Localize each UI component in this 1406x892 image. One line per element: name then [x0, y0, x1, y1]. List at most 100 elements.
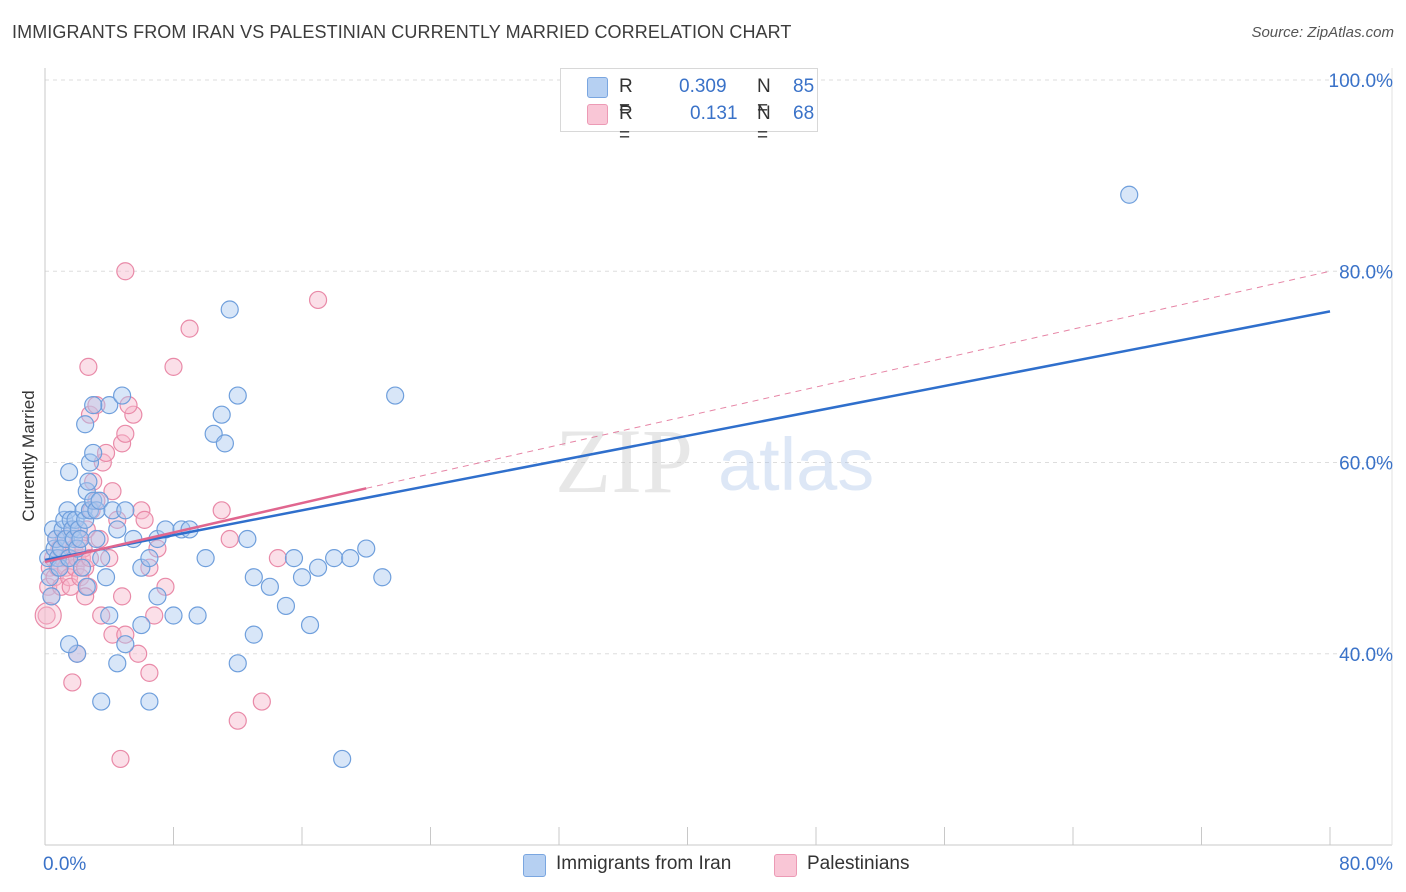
watermark-zip: ZIP — [555, 410, 693, 512]
iran-point — [59, 635, 79, 654]
iran-point — [87, 501, 106, 520]
legend-swatch-iran — [587, 77, 608, 98]
iran-point — [64, 529, 84, 549]
iran-point — [276, 596, 296, 616]
iran-point — [96, 568, 116, 587]
iran-point — [244, 625, 263, 644]
y-axis-label: Currently Married — [19, 390, 38, 521]
palestinian-point — [164, 357, 183, 376]
iran-point — [116, 501, 135, 520]
iran-point — [87, 529, 106, 549]
iran-point — [308, 558, 328, 577]
palestinian-point — [96, 443, 116, 463]
palestinian-point — [112, 434, 132, 453]
bottom-legend-swatch-iran — [523, 854, 546, 877]
iran-point — [100, 396, 119, 415]
iran-point — [92, 549, 111, 568]
palestinian-point — [79, 357, 98, 376]
iran-point — [196, 549, 215, 568]
x-tick-label: 80.0% — [1339, 854, 1393, 875]
iran-point — [103, 501, 122, 520]
iran-point — [132, 615, 151, 635]
bottom-legend-label-iran: Immigrants from Iran — [556, 853, 732, 874]
palestinian-point — [129, 644, 148, 663]
watermark: ZIP atlas — [555, 410, 874, 512]
iran-point — [84, 443, 103, 463]
iran-point — [386, 386, 405, 405]
iran-point — [357, 539, 376, 558]
iran-point — [76, 415, 95, 434]
y-tick-label: 80.0% — [1339, 262, 1393, 283]
iran-point — [100, 606, 119, 625]
legend-n-value: 85 — [793, 76, 815, 97]
iran-point — [80, 501, 100, 520]
iran-point — [140, 692, 159, 711]
palestinian-point — [37, 606, 56, 625]
iran-point — [80, 453, 100, 472]
palestinian-point — [103, 482, 122, 501]
palestinian-point — [212, 501, 231, 520]
palestinian-point — [252, 692, 271, 711]
iran-trend-line — [44, 310, 1331, 562]
iran-point — [188, 606, 207, 625]
legend-n-label: N = — [757, 76, 771, 119]
iran-point — [244, 568, 263, 587]
iran-point — [215, 434, 234, 453]
legend-swatch-palestinians — [587, 104, 608, 125]
iran-point — [1120, 185, 1139, 204]
iran-point — [84, 396, 103, 415]
y-tick-label: 60.0% — [1339, 454, 1393, 475]
iran-point — [108, 654, 127, 673]
palestinian-point — [34, 601, 62, 630]
iran-point — [238, 529, 257, 549]
bottom-legend-swatch-palestinians — [774, 854, 797, 877]
iran-point — [59, 462, 79, 482]
iran-point — [260, 577, 279, 596]
palestinian-point — [93, 453, 112, 472]
iran-point — [212, 405, 231, 424]
stats-legend: R = 0.309 N = 85 R = 0.131 N = 68 — [560, 68, 818, 146]
iran-point — [300, 615, 320, 635]
palestinian-trend-line — [44, 487, 367, 564]
palestinian-point — [145, 606, 164, 625]
palestinian-point — [135, 510, 154, 529]
legend-n-label: N = — [757, 103, 771, 146]
palestinian-point — [116, 262, 135, 281]
iran-point — [148, 587, 167, 606]
legend-n-value: 68 — [793, 103, 815, 124]
iran-point — [72, 558, 92, 577]
x-tick-label: 0.0% — [43, 854, 86, 875]
palestinian-point — [268, 549, 288, 568]
palestinian-point — [116, 424, 135, 443]
iran-point — [292, 568, 312, 587]
y-tick-label: 40.0% — [1339, 645, 1393, 666]
trend-lines — [44, 270, 1331, 564]
iran-point — [220, 300, 239, 319]
chart-title: IMMIGRANTS FROM IRAN VS PALESTINIAN CURR… — [12, 22, 792, 42]
source-label: Source: ZipAtlas.com — [1251, 24, 1394, 41]
palestinian-point — [308, 290, 328, 310]
palestinian-point — [124, 405, 143, 424]
iran-point — [90, 491, 109, 510]
iran-point — [77, 577, 96, 596]
palestinian-point — [103, 625, 122, 644]
iran-point — [92, 692, 111, 711]
palestinian-point — [132, 501, 151, 520]
tick-labels: 40.0% 60.0% 80.0% 100.0% 0.0% 80.0% — [43, 71, 1393, 875]
palestinian-point — [140, 663, 159, 682]
iran-point — [228, 386, 247, 405]
palestinian-point — [63, 673, 82, 692]
iran-point — [284, 549, 304, 568]
y-tick-label: 100.0% — [1329, 71, 1394, 92]
palestinian-point — [61, 577, 80, 596]
palestinian-point — [111, 749, 130, 769]
iran-point — [108, 520, 127, 539]
iran-point — [116, 635, 135, 654]
iran-point — [84, 491, 103, 510]
iran-point — [40, 568, 59, 587]
iran-point — [228, 654, 247, 673]
iran-point — [42, 587, 61, 606]
legend-r-value: 0.131 — [690, 103, 738, 124]
legend-r-label: R = — [619, 76, 633, 119]
